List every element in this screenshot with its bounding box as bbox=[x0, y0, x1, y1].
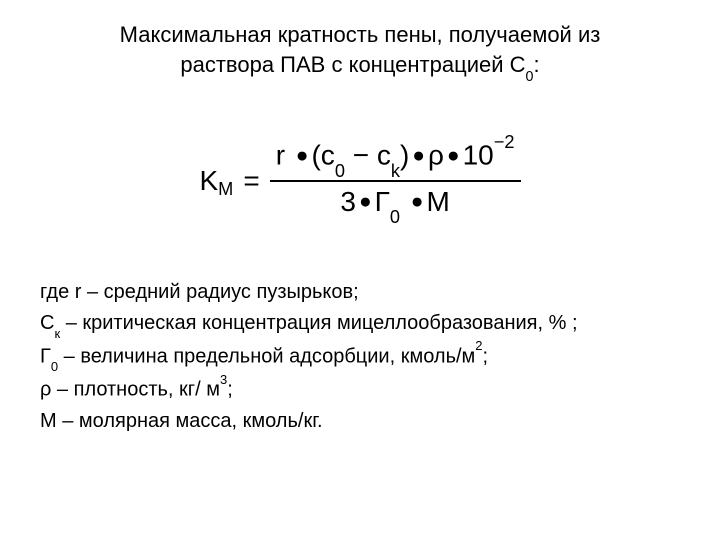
def-M: М – молярная масса, кмоль/кг. bbox=[40, 407, 680, 436]
title-line2: раствора ПАВ с концентрацией С bbox=[180, 52, 525, 77]
num-r: r bbox=[276, 140, 285, 171]
num-ten: 10 bbox=[463, 140, 494, 171]
def-g0-sub: 0 bbox=[51, 359, 58, 374]
equation: KM = r ●(c0 − ck)●ρ●10−2 3●Г0 ●M bbox=[199, 138, 520, 223]
den-dot1: ● bbox=[359, 190, 372, 213]
sym-K: K bbox=[199, 165, 218, 197]
den-M: M bbox=[426, 186, 449, 217]
def-g0-sup: 2 bbox=[475, 338, 482, 353]
def-rho-text: ρ – плотность, кг/ м bbox=[40, 379, 220, 401]
den-G: Г bbox=[375, 186, 390, 217]
def-g0-text: – величина предельной адсорбции, кмоль/м bbox=[58, 345, 475, 367]
def-r: где r – средний радиус пузырьков; bbox=[40, 278, 680, 307]
def-r-text: где r – средний радиус пузырьков; bbox=[40, 281, 359, 303]
num-rho: ρ bbox=[428, 140, 444, 171]
title-line1: Максимальная кратность пены, получаемой … bbox=[120, 22, 601, 47]
title-sub: 0 bbox=[526, 69, 534, 85]
def-g0-semi: ; bbox=[483, 345, 489, 367]
slide-title: Максимальная кратность пены, получаемой … bbox=[40, 20, 680, 83]
fraction: r ●(c0 − ck)●ρ●10−2 3●Г0 ●M bbox=[270, 138, 521, 223]
den-3: 3 bbox=[340, 186, 356, 217]
num-c0: 0 bbox=[335, 161, 345, 181]
sym-K-sub: M bbox=[218, 179, 233, 200]
equals-sign: = bbox=[243, 165, 259, 197]
den-dot2: ● bbox=[411, 190, 424, 213]
num-dot2: ● bbox=[412, 144, 425, 167]
num-minus: − c bbox=[345, 140, 391, 171]
def-M-text: М – молярная масса, кмоль/кг. bbox=[40, 410, 323, 432]
num-exp: −2 bbox=[494, 132, 515, 152]
def-g0: Г0 – величина предельной адсорбции, кмол… bbox=[40, 342, 680, 374]
num-dot3: ● bbox=[447, 144, 460, 167]
den-G0: 0 bbox=[390, 207, 400, 227]
num-ck: k bbox=[391, 161, 400, 181]
def-rho-sup: 3 bbox=[220, 372, 227, 387]
num-dot1: ● bbox=[296, 144, 309, 167]
def-ck-text: – критическая концентрация мицеллообразо… bbox=[60, 312, 577, 334]
definitions: где r – средний радиус пузырьков; Ск – к… bbox=[40, 278, 680, 436]
def-g0-sym: Г bbox=[40, 345, 51, 367]
title-colon: : bbox=[533, 52, 539, 77]
formula-lhs: KM bbox=[199, 165, 233, 197]
def-ck: Ск – критическая концентрация мицеллообр… bbox=[40, 309, 680, 340]
def-rho: ρ – плотность, кг/ м3; bbox=[40, 375, 680, 405]
denominator: 3●Г0 ●M bbox=[334, 182, 455, 223]
def-ck-sub: к bbox=[54, 326, 60, 341]
def-ck-sym: С bbox=[40, 312, 54, 334]
num-close: ) bbox=[400, 140, 409, 171]
num-open: (c bbox=[311, 140, 334, 171]
numerator: r ●(c0 − ck)●ρ●10−2 bbox=[270, 138, 521, 182]
def-rho-semi: ; bbox=[227, 379, 233, 401]
formula-block: KM = r ●(c0 − ck)●ρ●10−2 3●Г0 ●M bbox=[40, 138, 680, 223]
